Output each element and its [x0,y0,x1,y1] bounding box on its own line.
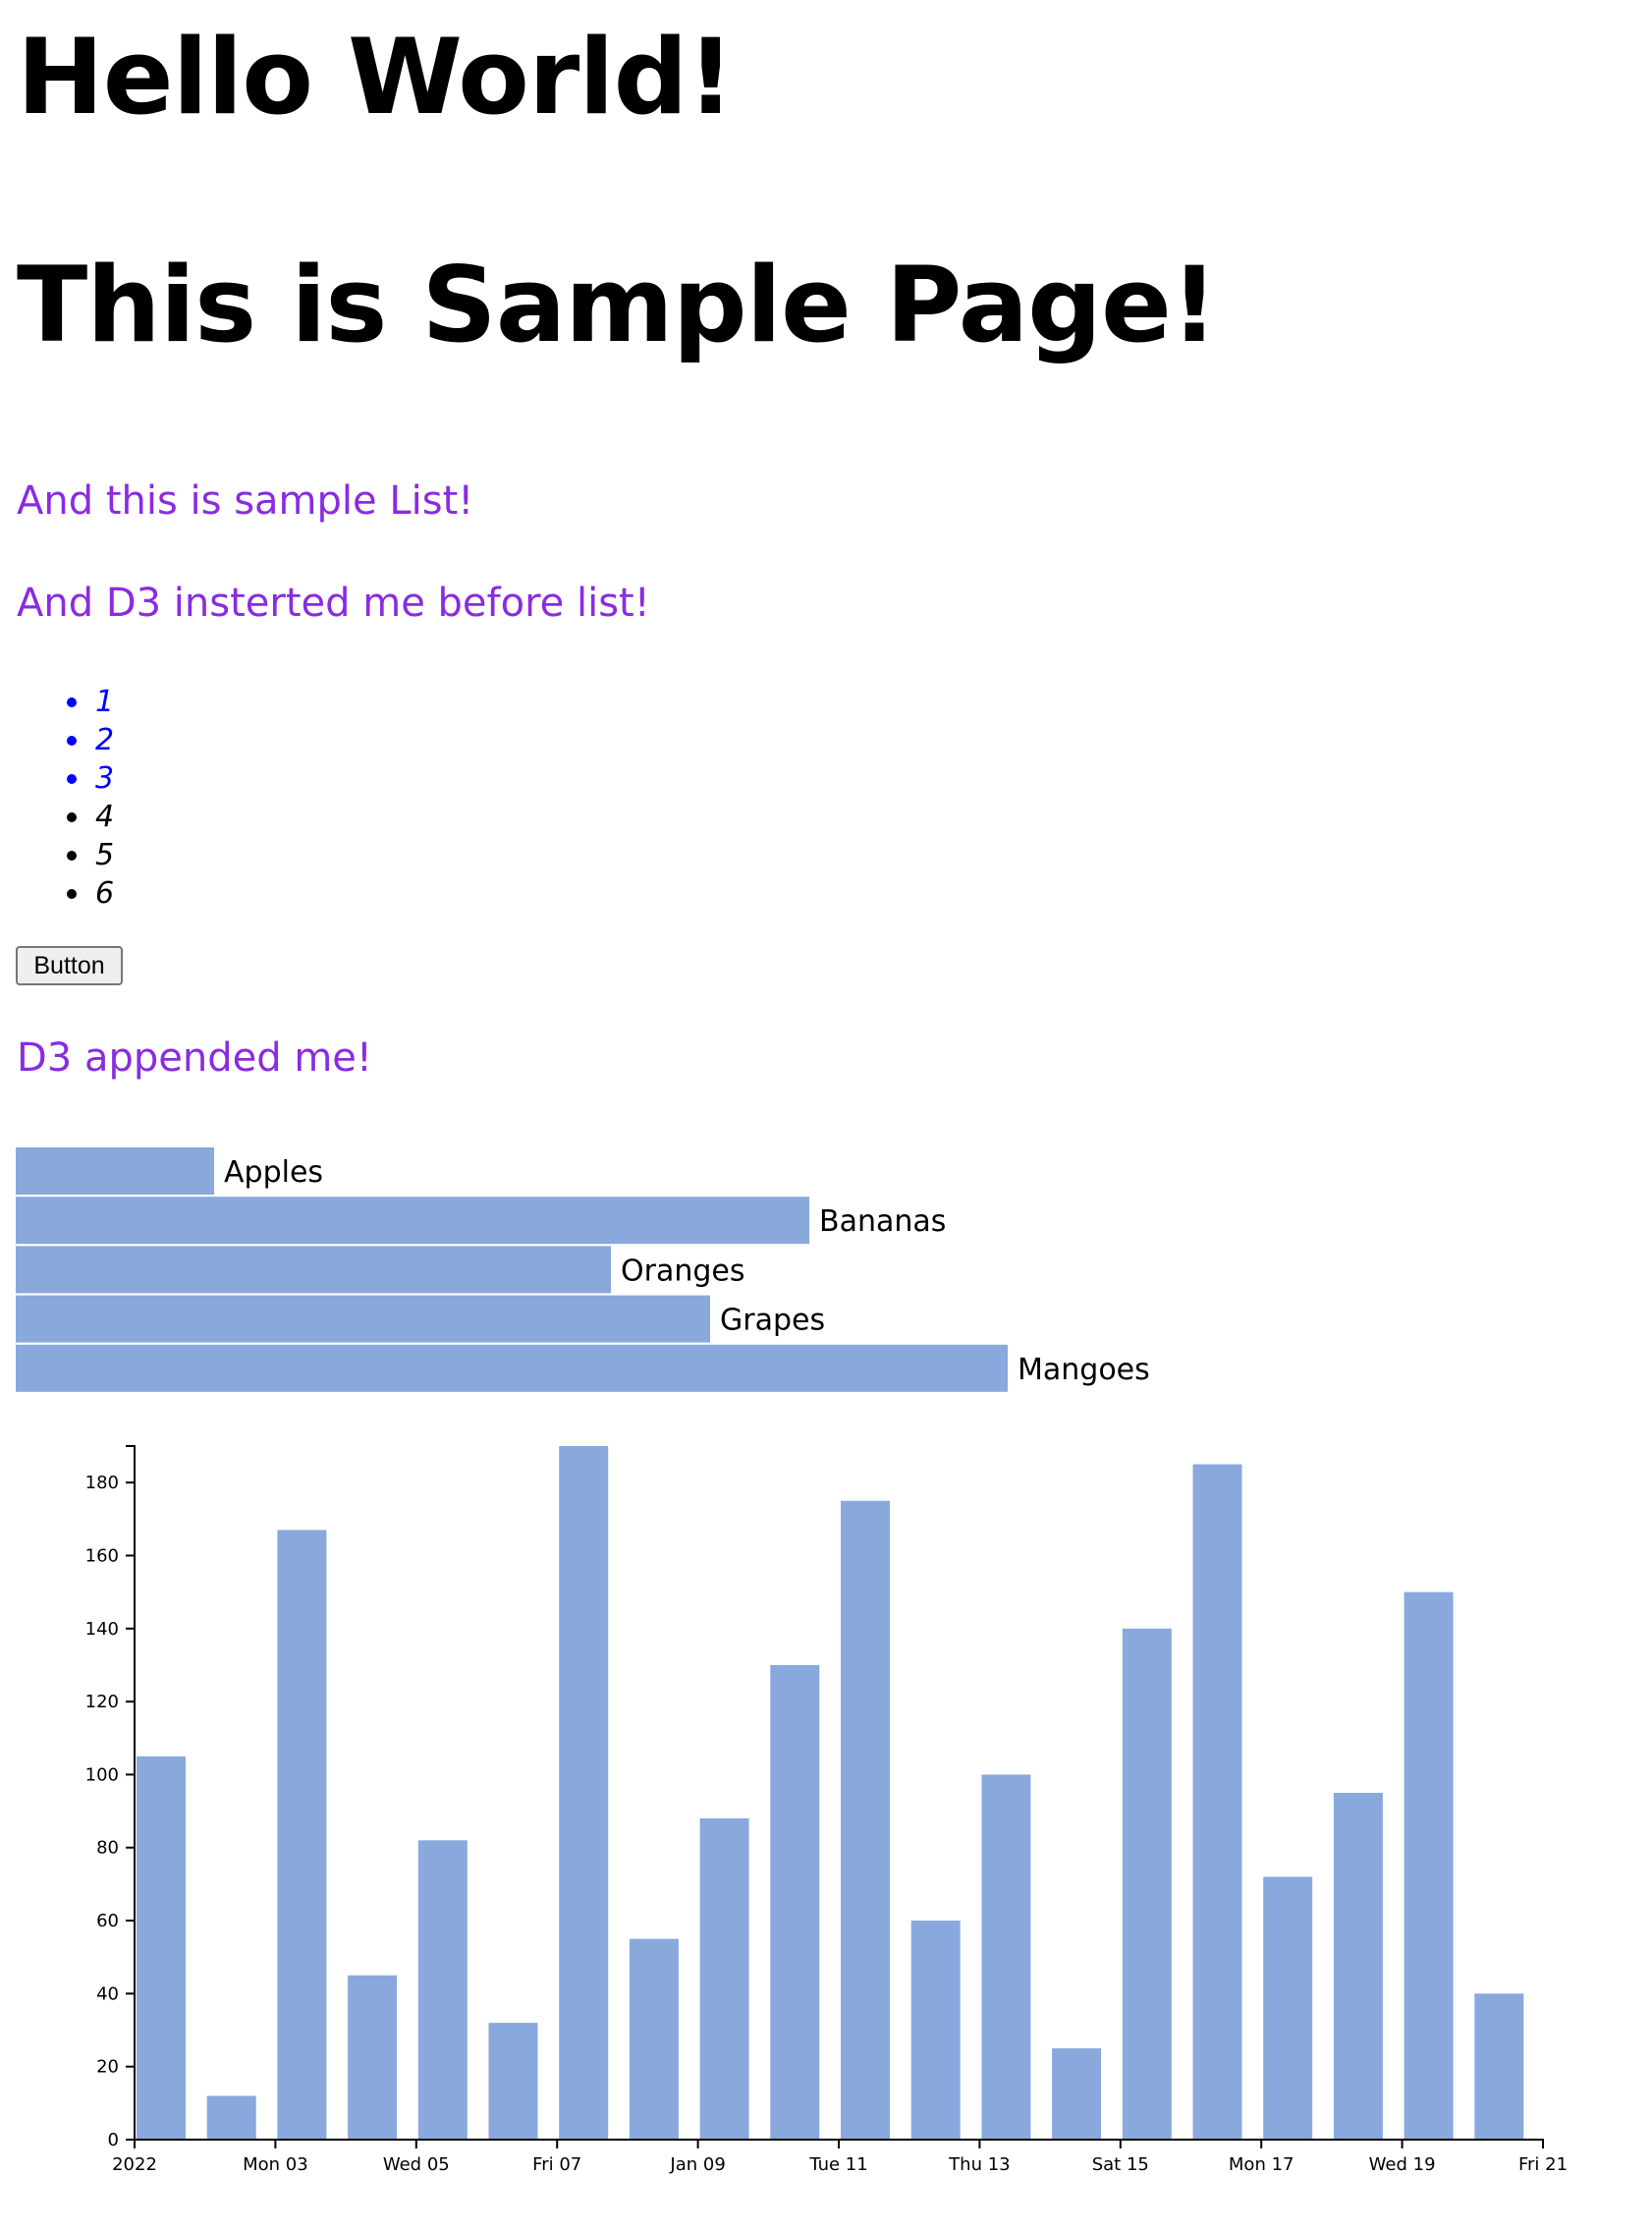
vbar [348,1975,398,2140]
y-tick-label: 160 [85,1545,119,1566]
vbar [1192,1464,1242,2140]
y-tick-label: 80 [96,1838,119,1859]
hbar-label: Mangoes [1018,1353,1150,1387]
x-tick-label: Mon 17 [1229,2154,1294,2175]
vbar [206,2095,256,2140]
hbar-label: Bananas [819,1204,946,1239]
y-tick-label: 140 [85,1619,119,1640]
hbar [16,1147,214,1195]
hbar-label: Oranges [621,1254,744,1288]
vbar [841,1500,890,2140]
x-tick-label: Fri 07 [532,2154,581,2175]
hbar [16,1295,710,1343]
vbar [910,1921,961,2140]
hbar [16,1197,809,1245]
list-item: 1 [0,683,114,721]
bullet-icon [67,736,77,746]
sample-page-heading: This is Sample Page! [17,245,1218,365]
x-tick-label: Fri 21 [1518,2154,1568,2175]
y-tick-label: 100 [85,1764,119,1785]
list-item: 3 [0,759,114,798]
vbar [1122,1628,1172,2140]
y-tick-label: 180 [85,1473,119,1493]
d3-inserted-heading: And D3 insterted me before list! [17,581,650,626]
vbar [1404,1591,1454,2140]
list-item-label: 1 [95,685,115,719]
d3-appended-heading: D3 appended me! [17,1035,372,1081]
x-tick-label: Sat 15 [1092,2154,1149,2175]
x-tick-label: Wed 05 [383,2154,450,2175]
vbar [417,1840,468,2140]
list-item: 5 [0,836,114,874]
bullet-icon [67,697,77,707]
vbar [137,1756,186,2140]
vbar [488,2023,538,2140]
y-tick-label: 40 [96,1983,119,2004]
bullet-icon [67,889,77,899]
hbar [16,1344,1008,1392]
y-tick-label: 60 [96,1911,119,1931]
list-item-label: 4 [95,800,115,834]
vbar [699,1818,749,2140]
bullet-icon [67,812,77,822]
hello-heading: Hello World! [17,17,735,138]
y-tick-label: 120 [85,1692,119,1712]
vbar [1263,1876,1313,2140]
bullet-icon [67,851,77,861]
vbar [1052,2048,1102,2140]
vbar [629,1938,679,2140]
vbar [1333,1793,1383,2140]
vbar [981,1774,1031,2140]
sample-list: 1 2 3 4 5 6 [0,683,114,913]
list-item-label: 6 [95,876,115,911]
list-item: 4 [0,798,114,836]
y-axis-line [126,1445,136,2141]
y-tick-label: 0 [108,2130,119,2150]
list-item-label: 3 [95,761,115,796]
y-tick-label: 20 [96,2057,119,2078]
vbar [559,1446,609,2140]
vbar [277,1530,327,2140]
x-tick-label: 2022 [112,2154,157,2175]
x-tick-label: Mon 03 [243,2154,308,2175]
list-heading: And this is sample List! [17,478,474,524]
vbar [770,1664,820,2140]
x-tick-label: Tue 11 [808,2154,867,2175]
list-item: 6 [0,874,114,913]
list-item-label: 2 [95,723,115,757]
hbar-label: Grapes [720,1304,825,1338]
x-tick-label: Thu 13 [948,2154,1010,2175]
hbar [16,1246,611,1294]
list-item-label: 5 [95,838,115,872]
x-tick-label: Jan 09 [669,2154,725,2175]
list-item: 2 [0,721,114,759]
bullet-icon [67,774,77,784]
vbar [1474,1993,1524,2140]
x-tick-label: Wed 19 [1369,2154,1436,2175]
hbar-label: Apples [224,1155,323,1190]
sample-button[interactable]: Button [16,946,123,985]
